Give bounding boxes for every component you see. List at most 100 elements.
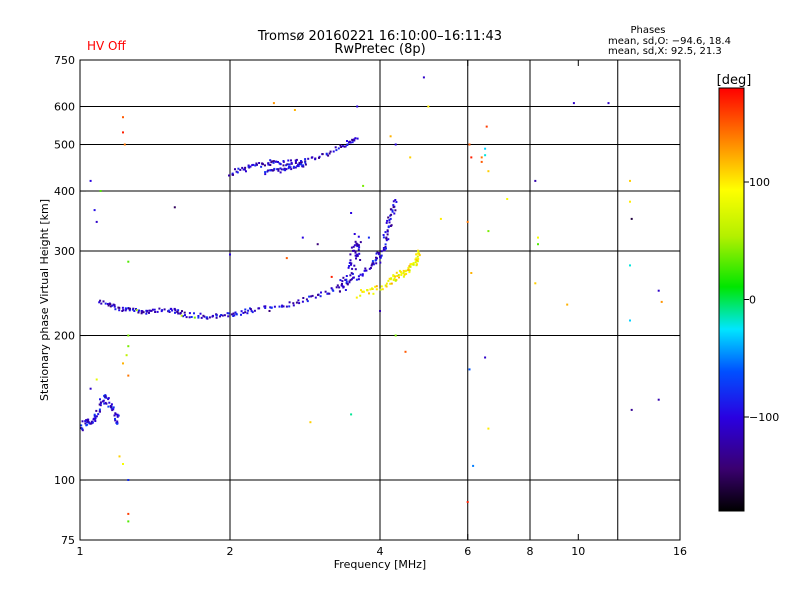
data-point bbox=[128, 309, 131, 312]
data-point bbox=[141, 310, 144, 313]
noise-point bbox=[466, 220, 469, 223]
noise-point bbox=[657, 398, 660, 401]
data-point bbox=[190, 316, 193, 318]
data-point bbox=[184, 314, 186, 317]
data-point bbox=[114, 419, 117, 422]
data-point bbox=[294, 162, 297, 164]
y-tick-label: 400 bbox=[54, 185, 75, 198]
data-point bbox=[400, 272, 403, 275]
noise-point bbox=[268, 310, 271, 312]
noise-point bbox=[657, 289, 660, 292]
data-point bbox=[137, 311, 140, 314]
y-axis-label: Stationary phase Virtual Height [km] bbox=[38, 199, 51, 401]
data-point bbox=[307, 157, 310, 160]
data-point bbox=[304, 161, 307, 164]
data-point bbox=[264, 305, 267, 308]
data-point bbox=[170, 307, 173, 310]
noise-point bbox=[309, 421, 312, 424]
data-point bbox=[386, 219, 389, 222]
data-point bbox=[359, 259, 362, 261]
noise-point bbox=[422, 76, 425, 79]
data-point bbox=[230, 313, 233, 316]
data-point bbox=[285, 168, 288, 171]
data-point bbox=[279, 163, 282, 166]
data-point bbox=[106, 303, 109, 305]
data-point bbox=[341, 282, 343, 285]
data-point bbox=[94, 420, 97, 422]
data-point bbox=[249, 308, 252, 311]
data-point bbox=[390, 282, 393, 285]
data-point bbox=[382, 247, 385, 249]
noise-point bbox=[470, 156, 473, 159]
data-point bbox=[359, 294, 362, 297]
data-point bbox=[353, 233, 356, 235]
noise-point bbox=[95, 220, 98, 223]
data-point bbox=[314, 158, 317, 161]
data-point bbox=[376, 257, 378, 260]
data-point bbox=[417, 250, 420, 253]
data-point bbox=[388, 277, 391, 280]
phase-stats-o: mean, sd,O: −94.6, 18.4 bbox=[608, 36, 731, 47]
data-point bbox=[357, 235, 360, 238]
chart-subtitle: RwPretec (8p) bbox=[334, 42, 425, 57]
data-point bbox=[356, 253, 359, 256]
noise-point bbox=[285, 257, 288, 260]
data-point bbox=[354, 137, 357, 140]
data-point bbox=[384, 243, 387, 246]
data-point bbox=[298, 163, 301, 166]
data-point bbox=[416, 252, 419, 255]
data-point bbox=[107, 304, 110, 307]
data-point bbox=[193, 312, 195, 315]
data-point bbox=[110, 407, 113, 410]
plot-grid bbox=[80, 60, 680, 540]
data-point bbox=[371, 263, 374, 266]
data-point bbox=[415, 253, 418, 256]
data-point bbox=[290, 159, 292, 162]
data-point bbox=[355, 242, 358, 245]
noise-point bbox=[316, 243, 319, 246]
data-point bbox=[353, 138, 356, 141]
data-point bbox=[288, 301, 291, 304]
data-point bbox=[269, 164, 272, 166]
data-point bbox=[221, 314, 224, 317]
data-point bbox=[109, 303, 112, 306]
data-point bbox=[350, 263, 352, 266]
noise-point bbox=[135, 309, 138, 312]
data-point bbox=[125, 308, 128, 311]
noise-point bbox=[127, 479, 130, 481]
data-point bbox=[389, 225, 392, 227]
data-point bbox=[409, 265, 412, 268]
data-point bbox=[352, 276, 355, 279]
data-point bbox=[418, 252, 421, 255]
data-point bbox=[279, 171, 282, 174]
data-point bbox=[392, 206, 395, 209]
data-point bbox=[327, 154, 330, 157]
data-point bbox=[387, 279, 390, 282]
data-point bbox=[344, 145, 347, 148]
data-point bbox=[206, 317, 209, 320]
data-point bbox=[285, 305, 288, 308]
data-point bbox=[108, 401, 111, 404]
data-point bbox=[325, 152, 328, 155]
data-point bbox=[203, 315, 206, 318]
data-point bbox=[220, 314, 223, 316]
data-point bbox=[405, 273, 408, 275]
data-point bbox=[349, 141, 352, 144]
data-point bbox=[311, 294, 314, 297]
data-point bbox=[252, 163, 255, 166]
data-point bbox=[278, 305, 281, 308]
data-point bbox=[310, 295, 313, 298]
noise-point bbox=[472, 464, 475, 467]
data-point bbox=[283, 167, 286, 170]
phase-stats-title: Phases bbox=[630, 25, 665, 36]
data-point bbox=[81, 427, 84, 430]
data-point bbox=[393, 212, 396, 215]
data-point bbox=[188, 312, 191, 315]
data-point bbox=[351, 139, 354, 142]
data-point bbox=[211, 315, 214, 318]
data-point bbox=[412, 263, 415, 266]
data-point bbox=[142, 311, 145, 314]
data-point bbox=[81, 420, 84, 423]
data-point bbox=[416, 263, 418, 266]
data-point bbox=[247, 164, 250, 167]
